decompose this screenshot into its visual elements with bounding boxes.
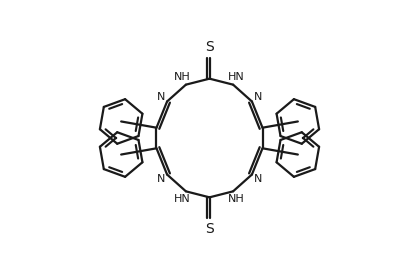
Text: N: N bbox=[157, 174, 165, 184]
Text: S: S bbox=[205, 222, 214, 236]
Text: N: N bbox=[254, 174, 262, 184]
Text: HN: HN bbox=[228, 72, 245, 82]
Text: S: S bbox=[205, 40, 214, 54]
Text: NH: NH bbox=[228, 194, 245, 204]
Text: HN: HN bbox=[174, 194, 191, 204]
Text: N: N bbox=[254, 92, 262, 102]
Text: N: N bbox=[157, 92, 165, 102]
Text: NH: NH bbox=[174, 72, 191, 82]
